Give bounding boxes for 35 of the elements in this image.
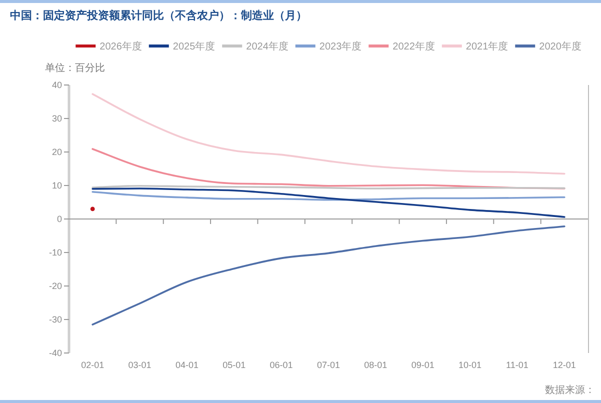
x-tick-label: 03-01 xyxy=(128,360,152,370)
x-tick-label: 05-01 xyxy=(222,360,246,370)
y-tick-label: 30 xyxy=(52,114,62,124)
chart-title: 中国：固定资产投资额累计同比（不含农户）：制造业（月） xyxy=(10,9,307,22)
x-tick-label: 08-01 xyxy=(364,360,388,370)
x-tick-label: 09-01 xyxy=(411,360,434,370)
line-series xyxy=(92,188,566,218)
x-tick-label: 07-01 xyxy=(316,360,340,370)
x-tick-label: 04-01 xyxy=(175,360,198,370)
line-series xyxy=(92,93,566,175)
y-tick-label: -10 xyxy=(48,248,62,258)
x-tick-label: 11-01 xyxy=(506,360,528,370)
x-tick-label: 12-01 xyxy=(552,360,576,370)
y-tick-label: -20 xyxy=(48,281,62,291)
legend-label: 2026年度 xyxy=(100,40,142,52)
line-series xyxy=(92,225,566,326)
y-tick-label: 10 xyxy=(52,180,62,190)
source-note: 数据来源： xyxy=(545,384,595,396)
y-tick-label: 0 xyxy=(56,214,62,224)
legend-label: 2024年度 xyxy=(246,40,288,52)
x-tick-label: 06-01 xyxy=(270,360,293,370)
y-axis-title: 单位：百分比 xyxy=(45,62,105,74)
y-tick-label: -30 xyxy=(48,314,62,324)
legend-label: 2021年度 xyxy=(466,40,508,52)
y-tick-label: 40 xyxy=(52,80,62,90)
x-tick-label: 02-01 xyxy=(81,360,104,370)
y-tick-label: 20 xyxy=(52,147,62,157)
line-series xyxy=(92,190,566,201)
legend-label: 2023年度 xyxy=(319,40,362,52)
x-tick-label: 10-01 xyxy=(458,360,482,370)
legend-label: 2020年度 xyxy=(539,40,582,52)
legend-label: 2025年度 xyxy=(172,40,216,52)
legend-label: 2022年度 xyxy=(392,40,435,52)
line-series xyxy=(92,148,566,190)
y-tick-label: -40 xyxy=(48,348,62,358)
